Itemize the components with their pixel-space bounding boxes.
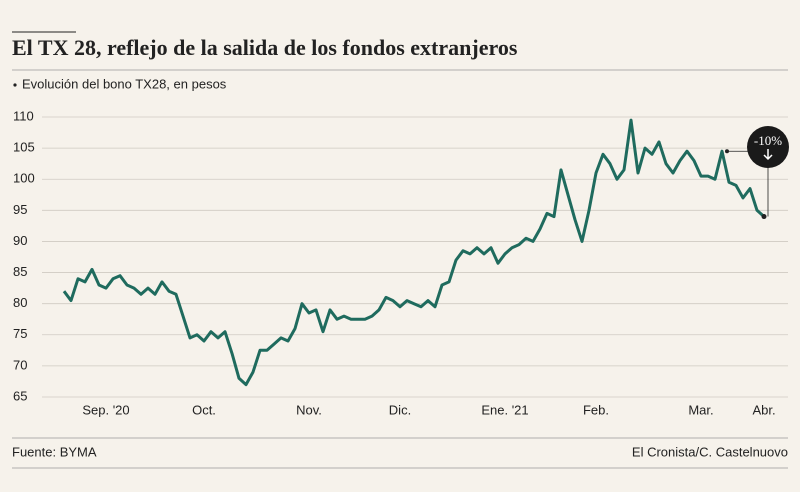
y-tick-label: 65 (13, 388, 27, 403)
y-tick-label: 110 (13, 108, 34, 123)
x-tick-label: Sep. '20 (82, 402, 129, 417)
y-tick-label: 100 (13, 171, 35, 186)
y-tick-label: 95 (13, 202, 27, 217)
y-tick-label: 75 (13, 326, 27, 341)
annotation-arrow (763, 149, 773, 161)
y-tick-label: 105 (13, 140, 35, 155)
source: Fuente: BYMA (12, 444, 97, 459)
annotation-end-dot (761, 214, 767, 220)
x-tick-label: Mar. (688, 402, 713, 417)
x-tick-label: Ene. '21 (481, 402, 528, 417)
subtitle: Evolución del bono TX28, en pesos (22, 76, 227, 91)
chart-title: El TX 28, reflejo de la salida de los fo… (12, 35, 518, 60)
x-tick-label: Feb. (583, 402, 609, 417)
y-tick-label: 85 (13, 264, 27, 279)
x-tick-label: Nov. (296, 402, 322, 417)
price-line (62, 118, 766, 387)
y-tick-label: 70 (13, 357, 27, 372)
bullet (13, 83, 17, 87)
x-tick-label: Dic. (389, 402, 411, 417)
annotation-badge (747, 126, 789, 168)
y-tick-label: 80 (13, 295, 27, 310)
x-tick-label: Oct. (192, 402, 216, 417)
annotation-dot (725, 149, 729, 154)
annotation-label: -10% (754, 133, 782, 148)
y-tick-label: 90 (13, 233, 27, 248)
x-tick-label: Abr. (752, 402, 775, 417)
credit: El Cronista/C. Castelnuovo (632, 444, 788, 459)
